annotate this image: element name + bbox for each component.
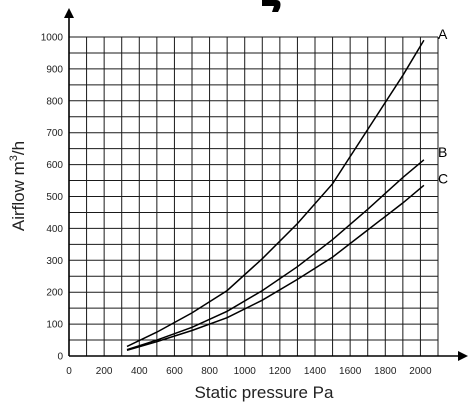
x-tick-label: 2000 xyxy=(409,366,432,377)
x-tick-labels: 0 200 400 600 800 1000 1200 1400 1600 1800 2000 xyxy=(66,366,432,377)
series-label-c: C xyxy=(438,170,448,186)
x-tick-label: 600 xyxy=(166,366,183,377)
x-tick-label: 200 xyxy=(96,366,113,377)
x-axis-label: Static pressure Pa xyxy=(195,383,334,402)
series-line-a xyxy=(126,39,425,348)
y-axis-label-sup: 3 xyxy=(8,155,20,161)
y-axis-label-main: Airflow m xyxy=(9,161,28,231)
y-tick-label: 300 xyxy=(46,256,63,267)
y-tick-labels: 0 100 200 300 400 500 600 700 800 900 1000 xyxy=(41,33,64,363)
x-axis-arrow xyxy=(458,351,468,361)
x-tick-label: 1800 xyxy=(374,366,397,377)
x-tick-label: 800 xyxy=(201,366,218,377)
y-tick-label: 500 xyxy=(46,192,63,203)
y-tick-label: 100 xyxy=(46,320,63,331)
series-label-a: A xyxy=(438,26,448,42)
title-fragment xyxy=(262,0,281,12)
x-tick-label: 400 xyxy=(131,366,148,377)
y-axis-arrow xyxy=(64,8,74,18)
series-label-b: B xyxy=(438,144,447,160)
chart-grid xyxy=(69,36,439,356)
series-line-b xyxy=(126,159,425,351)
x-tick-label: 0 xyxy=(66,366,72,377)
y-tick-label: 400 xyxy=(46,224,63,235)
y-tick-label: 1000 xyxy=(41,33,64,44)
y-axis-label: Airflow m3/h xyxy=(8,141,28,231)
y-tick-label: 0 xyxy=(57,352,63,363)
y-tick-label: 700 xyxy=(46,128,63,139)
chart-axes xyxy=(64,8,468,361)
y-tick-label: 900 xyxy=(46,64,63,75)
y-tick-label: 600 xyxy=(46,160,63,171)
x-tick-label: 1200 xyxy=(269,366,292,377)
y-axis-label-tail: /h xyxy=(9,141,28,155)
series-line-c xyxy=(126,184,425,352)
x-tick-label: 1400 xyxy=(304,366,327,377)
y-tick-label: 800 xyxy=(46,96,63,107)
y-tick-label: 200 xyxy=(46,288,63,299)
series-lines: A BC xyxy=(126,26,448,352)
x-tick-label: 1600 xyxy=(339,366,362,377)
x-tick-label: 1000 xyxy=(234,366,257,377)
